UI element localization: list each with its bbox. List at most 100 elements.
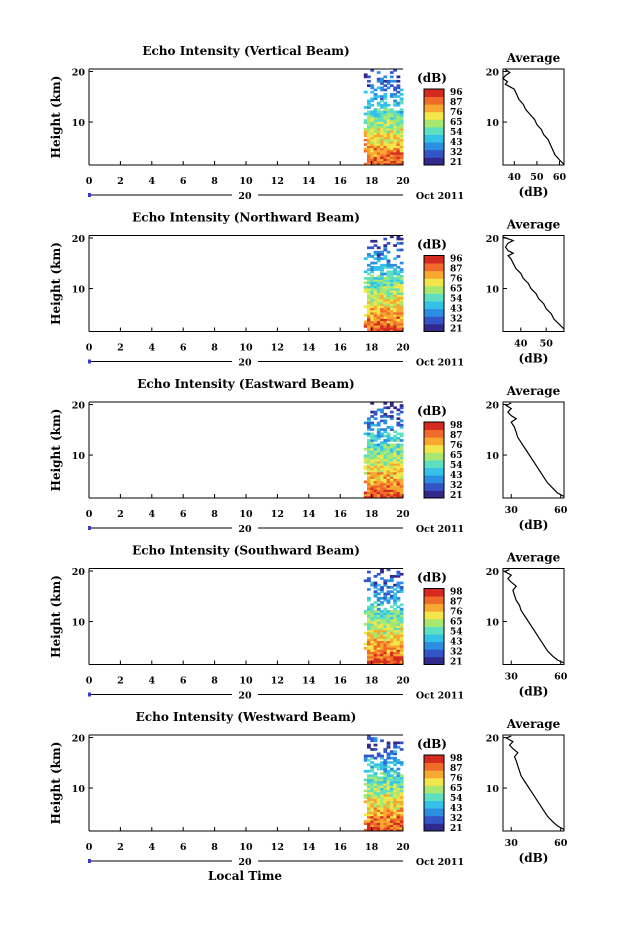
heatmap-cell — [383, 820, 388, 823]
heatmap-cell — [380, 465, 384, 468]
heatmap-cell — [389, 605, 394, 609]
heatmap-cell — [370, 327, 375, 330]
colorbar-tick-label: 76 — [450, 608, 463, 618]
heatmap-cell — [367, 294, 371, 298]
heatmap-cell — [373, 93, 378, 96]
heatmap-cell — [399, 296, 404, 300]
heatmap-cell — [376, 287, 381, 291]
heatmap-cell — [367, 134, 371, 138]
heatmap-cell — [376, 822, 381, 825]
date-label-background — [232, 522, 258, 534]
heatmap-cell — [370, 658, 375, 661]
heatmap-cell — [389, 813, 394, 817]
x-tick-label: 2 — [117, 509, 124, 520]
colorbar-tick-label: 43 — [450, 305, 463, 315]
heatmap-cell — [389, 426, 394, 429]
heatmap-cell — [380, 800, 384, 804]
heatmap-cell — [370, 800, 375, 804]
heatmap-cell — [367, 605, 371, 609]
heatmap-cell — [383, 248, 388, 252]
heatmap-cell — [363, 789, 368, 793]
colorbar-segment — [424, 429, 444, 438]
heatmap-cell — [393, 454, 397, 458]
heatmap-cell — [367, 796, 371, 799]
heatmap-cell — [373, 467, 378, 471]
x-tick-label: 14 — [302, 509, 316, 520]
heatmap-cell — [370, 443, 375, 447]
heatmap-cell — [373, 796, 378, 799]
heatmap-cell — [393, 88, 397, 92]
heatmap-cell — [370, 644, 375, 648]
heatmap-cell — [370, 754, 375, 758]
heatmap-cell — [386, 458, 391, 462]
heatmap-cell — [373, 253, 378, 256]
heatmap-cell — [370, 778, 375, 782]
heatmap-cell — [370, 813, 375, 817]
heatmap-cell — [367, 815, 371, 819]
heatmap-cell — [389, 596, 394, 600]
heatmap-cell — [389, 616, 394, 620]
heatmap-cell — [393, 149, 397, 153]
heatmap-cell — [393, 406, 397, 410]
heatmap-cell — [380, 590, 384, 593]
average-profile-line — [502, 69, 565, 165]
heatmap-cell — [363, 287, 368, 291]
heatmap-cell — [386, 329, 391, 332]
heatmap-cell — [380, 809, 384, 812]
heatmap-cell — [376, 495, 381, 499]
heatmap-cell — [396, 445, 401, 449]
heatmap-cell — [380, 612, 384, 615]
heatmap-cell — [373, 651, 378, 655]
heatmap-cell — [383, 811, 388, 815]
heatmap-cell — [386, 86, 391, 90]
heatmap-cell — [373, 447, 378, 451]
heatmap-cell — [373, 748, 378, 751]
heatmap-cell — [389, 445, 394, 449]
heatmap-cell — [386, 815, 391, 819]
average-y-tick-label: 20 — [486, 401, 500, 412]
heatmap-cell — [383, 108, 388, 111]
heatmap-cell — [370, 134, 375, 138]
heatmap-cell — [363, 290, 368, 293]
heatmap-cell — [393, 769, 397, 773]
heatmap-cell — [373, 474, 378, 477]
heatmap-cell — [399, 612, 404, 615]
x-tick-label: 10 — [239, 676, 253, 687]
heatmap-cell — [380, 160, 384, 164]
heatmap-cell — [399, 590, 404, 593]
heatmap-cell — [393, 651, 397, 655]
heatmap-cell — [396, 443, 401, 447]
heatmap-cell — [370, 246, 375, 250]
heatmap-cell — [396, 618, 401, 622]
heatmap-cell — [380, 620, 384, 624]
heatmap-cell — [399, 419, 404, 423]
heatmap-cell — [386, 303, 391, 306]
heatmap-cell — [386, 406, 391, 410]
panel-title: Echo Intensity (Vertical Beam) — [142, 44, 349, 58]
heatmap-cell — [367, 143, 371, 146]
heatmap-cell — [399, 320, 404, 324]
heatmap-cell — [383, 491, 388, 495]
heatmap-cell — [367, 456, 371, 460]
heatmap-cell — [393, 778, 397, 782]
heatmap-cell — [380, 460, 384, 464]
heatmap-cell — [393, 655, 397, 659]
heatmap-cell — [363, 480, 368, 484]
heatmap-cell — [373, 298, 378, 302]
heatmap-cell — [373, 791, 378, 795]
heatmap-cell — [396, 127, 401, 131]
heatmap-cell — [389, 769, 394, 773]
heatmap-cell — [363, 281, 368, 284]
heatmap-cell — [383, 117, 388, 120]
heatmap-cell — [376, 783, 381, 786]
heatmap-cell — [376, 811, 381, 815]
heatmap-cell — [370, 162, 375, 166]
average-frame — [502, 734, 565, 832]
heatmap-cell — [380, 813, 384, 817]
heatmap-cell — [393, 314, 397, 317]
heatmap-cell — [386, 151, 391, 155]
heatmap-cell — [380, 491, 384, 495]
heatmap-cell — [399, 99, 404, 103]
heatmap-cell — [367, 778, 371, 782]
heatmap-cell — [396, 776, 401, 780]
